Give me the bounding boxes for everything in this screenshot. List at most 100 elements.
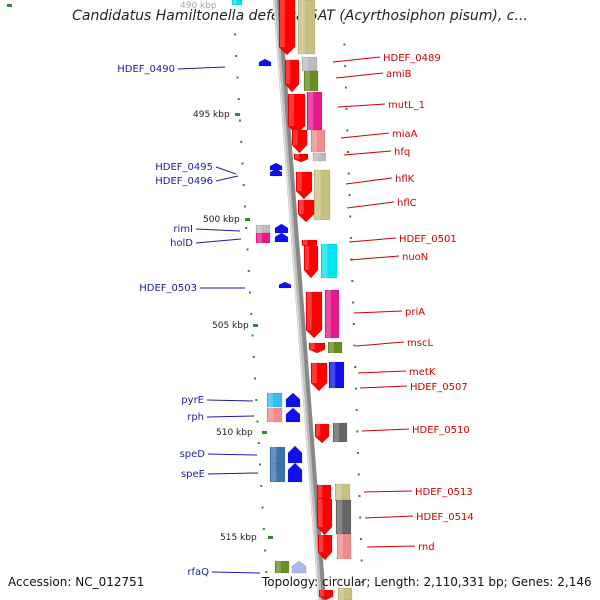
gene-label-rnd: rnd xyxy=(418,542,435,553)
scale-tick xyxy=(241,162,244,165)
scale-tick xyxy=(349,215,352,218)
gene-label-hflK: hflK xyxy=(395,174,415,185)
scale-tick xyxy=(233,33,236,36)
gene-arrow-reverse xyxy=(258,58,272,67)
scale-tick xyxy=(249,291,252,294)
scale-tick xyxy=(237,98,240,100)
gene-label-priA: priA xyxy=(405,307,425,318)
scale-tick xyxy=(252,356,255,358)
gene-label-HDEF_0490: HDEF_0490 xyxy=(117,64,175,75)
gene-arrow-shade xyxy=(307,292,312,330)
leader-line xyxy=(357,370,407,374)
leader-line xyxy=(346,201,395,209)
gene-arrow-reverse xyxy=(269,168,283,177)
leader-line xyxy=(359,385,408,389)
leader-line xyxy=(335,72,384,79)
cog-box-shade xyxy=(339,588,344,600)
cog-box xyxy=(274,560,290,574)
gene-label-HDEF_0495: HDEF_0495 xyxy=(155,162,213,173)
gene-label-amiB: amiB xyxy=(386,69,412,80)
gene-arrow xyxy=(284,59,300,93)
gene-label-mutL_1: mutL_1 xyxy=(388,100,425,111)
gene-label-mscL: mscL xyxy=(407,338,433,349)
cog-box xyxy=(328,361,345,389)
gene-arrow xyxy=(278,0,296,56)
gene-arrow-shade xyxy=(316,424,321,437)
cog-box-shade xyxy=(314,153,319,161)
gene-label-hfq: hfq xyxy=(394,147,410,158)
leader-line xyxy=(206,399,254,402)
gene-label-miaA: miaA xyxy=(392,129,418,140)
gene-arrow-shade xyxy=(318,485,323,498)
leader-line xyxy=(215,166,237,175)
gene-label-HDEF_0514: HDEF_0514 xyxy=(416,512,474,523)
leader-line xyxy=(348,237,397,243)
gene-arrow xyxy=(310,362,328,392)
cog-box-shade xyxy=(326,290,331,338)
cog-box-shade xyxy=(305,71,310,91)
cog-box xyxy=(337,587,353,600)
cog-box-shade xyxy=(308,92,314,130)
gene-label-nuoN: nuoN xyxy=(402,252,428,263)
kbp-label: 490 kbp xyxy=(180,1,217,11)
gene-label-HDEF_0510: HDEF_0510 xyxy=(412,425,470,436)
gene-arrow-shade xyxy=(318,499,323,527)
gene-label-HDEF_0503: HDEF_0503 xyxy=(139,283,197,294)
gene-label-HDEF_0507: HDEF_0507 xyxy=(410,382,468,393)
gene-arrow-reverse xyxy=(287,445,303,464)
scale-tick xyxy=(354,387,357,390)
kbp-label: 495 kbp xyxy=(193,110,230,120)
cog-box-shade xyxy=(303,57,309,71)
scale-tick xyxy=(235,55,238,57)
scale-tick xyxy=(262,528,265,530)
gene-arrow-shade xyxy=(319,535,324,552)
cog-box xyxy=(266,392,283,408)
leader-line xyxy=(177,66,226,70)
leader-line xyxy=(332,56,381,63)
gene-label-rimI: rimI xyxy=(173,224,193,235)
scale-tick xyxy=(346,129,349,132)
scale-tick xyxy=(344,86,347,89)
cog-box xyxy=(324,289,340,339)
scale-tick xyxy=(361,581,364,583)
accession-text: Accession: NC_012751 xyxy=(8,575,145,589)
gene-arrow-shade xyxy=(310,343,315,350)
scale-tick xyxy=(359,538,362,540)
scale-tick xyxy=(245,227,248,229)
cog-box-shade xyxy=(271,464,277,482)
gene-arrow-reverse xyxy=(291,560,307,574)
scale-tick xyxy=(265,571,268,573)
scale-tick xyxy=(344,65,347,67)
cog-box xyxy=(327,341,343,354)
gene-arrow-shade xyxy=(295,154,300,160)
gene-label-holD: holD xyxy=(170,238,193,249)
genome-summary: Topology: circular; Length: 2,110,331 bp… xyxy=(262,575,592,589)
gene-arrow xyxy=(314,423,330,444)
cog-box xyxy=(313,169,331,221)
leader-line xyxy=(363,490,413,493)
gene-arrow-shade xyxy=(280,0,285,47)
scale-tick xyxy=(257,442,260,444)
cog-box xyxy=(297,0,316,55)
gene-arrow-shade xyxy=(286,60,291,84)
cog-box xyxy=(336,533,352,560)
leader-line xyxy=(195,238,242,244)
scale-tick xyxy=(240,141,243,143)
gene-label-hflC: hflC xyxy=(397,198,417,209)
kbp-major-tick xyxy=(7,4,12,7)
cog-box xyxy=(312,152,327,162)
scale-tick xyxy=(261,506,264,509)
scale-tick xyxy=(254,377,257,380)
cog-box-shade xyxy=(330,362,336,388)
gene-arrow xyxy=(316,498,333,536)
gene-arrow xyxy=(317,534,333,561)
gene-arrow-shade xyxy=(289,94,295,126)
scale-tick xyxy=(255,399,258,401)
leader-line xyxy=(349,255,400,261)
gene-arrow-reverse xyxy=(278,281,292,289)
scale-tick xyxy=(359,516,362,519)
gene-label-metK: metK xyxy=(409,367,436,378)
leader-line xyxy=(337,103,386,108)
gene-arrow-reverse xyxy=(285,392,301,408)
